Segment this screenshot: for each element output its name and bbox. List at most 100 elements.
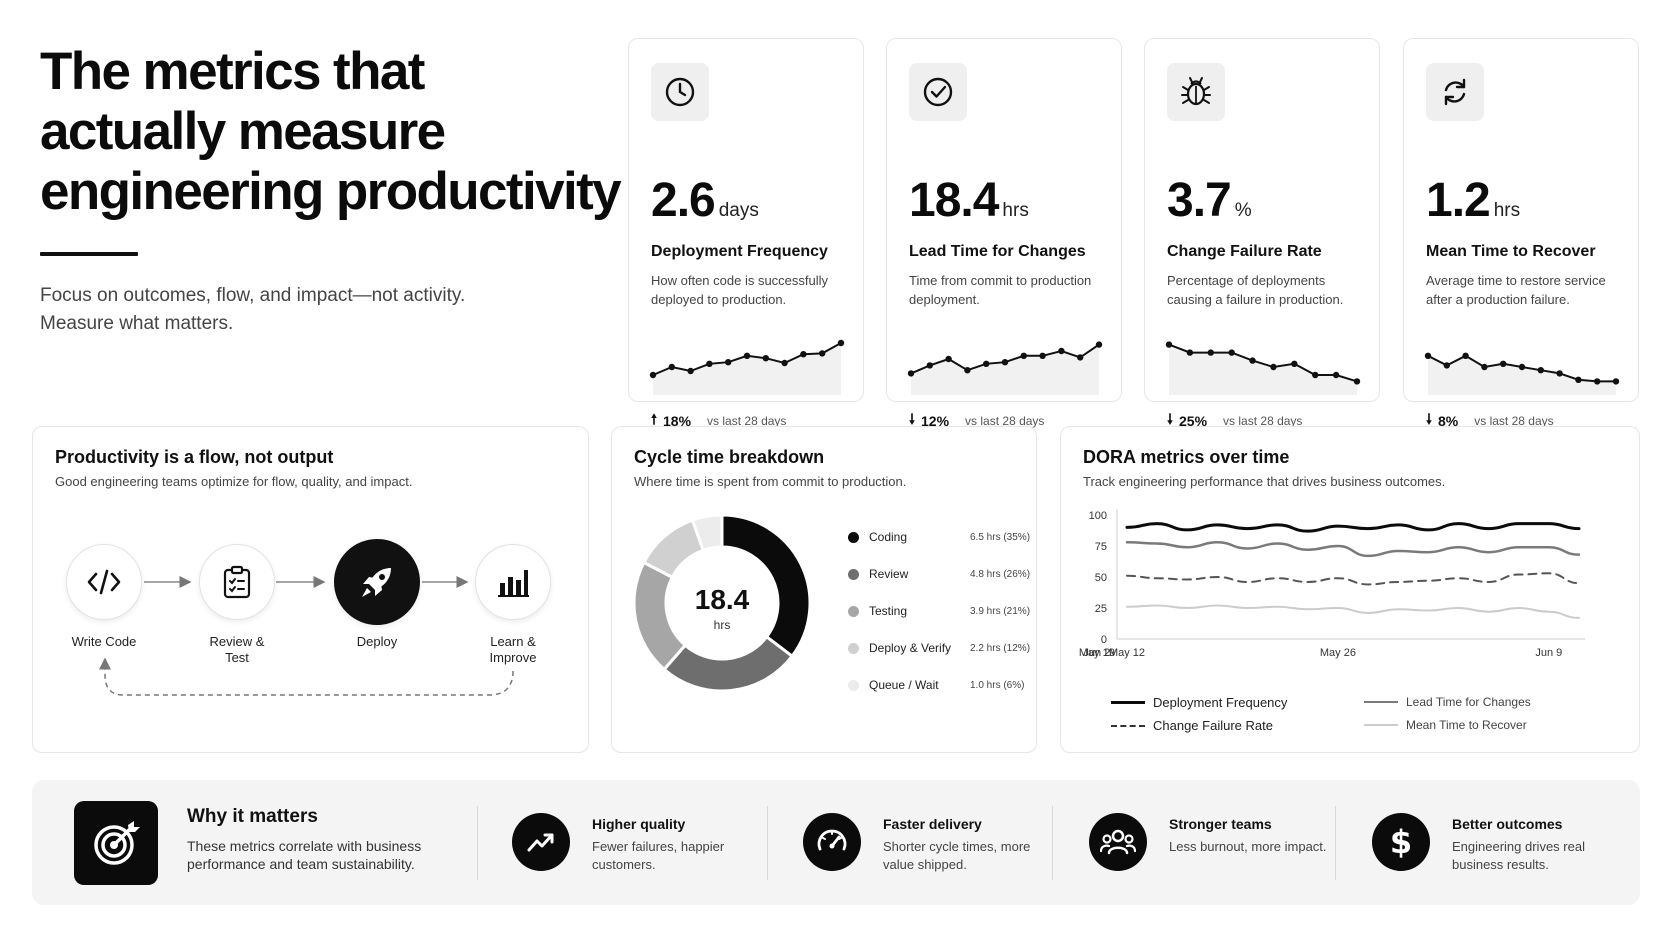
legend-value: 6.5 hrs (35%) bbox=[970, 531, 1031, 543]
sparkline-point bbox=[1020, 352, 1027, 359]
cycle-panel: Cycle time breakdown Where time is spent… bbox=[611, 426, 1037, 753]
legend-label: Review bbox=[869, 567, 909, 581]
target-icon bbox=[74, 801, 158, 885]
hero: The metrics that actually measure engine… bbox=[40, 42, 622, 338]
legend-label: Change Failure Rate bbox=[1153, 718, 1273, 733]
donut-segment bbox=[720, 513, 812, 659]
step-label: Review & Test bbox=[187, 634, 287, 666]
compare-label: vs last 28 days bbox=[707, 414, 787, 428]
metric-card-change-failure-rate[interactable]: 3.7% Change Failure Rate Percentage of d… bbox=[1144, 38, 1380, 429]
metric-description: Time from commit to production deploymen… bbox=[909, 273, 1092, 307]
metric-label: Change Failure Rate bbox=[1167, 243, 1322, 260]
sparkline-area bbox=[911, 344, 1099, 395]
sparkline-point bbox=[1594, 378, 1601, 385]
metric-change: 🠗 25% vs last 28 days bbox=[1167, 409, 1302, 433]
y-tick-label: 0 bbox=[1101, 634, 1107, 646]
sparkline-point bbox=[907, 370, 915, 377]
sparkline-point bbox=[1500, 360, 1507, 367]
speedometer-icon bbox=[803, 813, 861, 871]
divider bbox=[1052, 806, 1053, 880]
sparkline-point bbox=[781, 359, 788, 367]
dora-title: DORA metrics over time bbox=[1083, 447, 1290, 467]
step-label: Write Code bbox=[54, 634, 154, 650]
sparkline-point bbox=[1481, 363, 1488, 371]
legend-value: 4.8 hrs (26%) bbox=[970, 568, 1031, 580]
sparkline-point bbox=[649, 371, 657, 379]
title-line-1: The metrics that bbox=[40, 42, 425, 101]
metric-value: 2.6 bbox=[651, 174, 716, 227]
subtitle-line-1: Focus on outcomes, flow, and impact—not … bbox=[40, 285, 466, 306]
legend-line bbox=[1364, 724, 1398, 726]
legend-line bbox=[1111, 701, 1145, 704]
metric-value-row: 18.4 hrs bbox=[909, 173, 1029, 228]
series-line-deployment-frequency bbox=[1125, 522, 1581, 533]
arrow-down-icon: 🠗 bbox=[1426, 411, 1433, 427]
arrow-down-icon: 🠗 bbox=[909, 411, 916, 427]
series-line-change-failure-rate bbox=[1126, 572, 1580, 586]
benefit-description: Fewer failures, happier customers. bbox=[592, 839, 725, 872]
legend-label: Coding bbox=[869, 530, 908, 544]
why-description: These metrics correlate with business pe… bbox=[187, 838, 422, 872]
divider bbox=[1335, 806, 1336, 880]
benefit-description: Engineering drives real business results… bbox=[1452, 839, 1585, 872]
change-value: 25% bbox=[1179, 413, 1208, 429]
cycle-subtitle: Where time is spent from commit to produ… bbox=[634, 474, 907, 489]
metric-description: How often code is successfully deployed … bbox=[651, 273, 829, 307]
metric-card-mttr[interactable]: 1.2 hrs Mean Time to Recover Average time… bbox=[1403, 38, 1639, 429]
donut-center-value: 18.4 bbox=[694, 584, 750, 615]
sparkline-point bbox=[1207, 349, 1214, 356]
svg-text:$: $ bbox=[1390, 824, 1412, 860]
sparkline-point bbox=[1039, 352, 1046, 359]
metric-unit: % bbox=[1234, 200, 1252, 221]
legend-line bbox=[1364, 701, 1398, 703]
sparkline-line bbox=[1168, 343, 1358, 383]
step-label-line: Learn & bbox=[490, 634, 536, 649]
compare-label: vs last 28 days bbox=[1474, 414, 1554, 428]
dora-legend-item: Deployment Frequency bbox=[1111, 695, 1287, 710]
sparkline-point bbox=[1249, 357, 1256, 364]
step-label-line: Improve bbox=[489, 650, 537, 665]
page-title: The metrics that actually measure engine… bbox=[40, 42, 622, 222]
sparkline-point bbox=[1556, 370, 1563, 377]
arrow-down-icon: 🠗 bbox=[1167, 411, 1174, 427]
sparkline-point bbox=[1186, 349, 1194, 356]
page-subtitle: Focus on outcomes, flow, and impact—not … bbox=[40, 282, 560, 338]
metric-card-lead-time[interactable]: 18.4 hrs Lead Time for Changes Time from … bbox=[886, 38, 1122, 429]
metric-value: 1.2 bbox=[1426, 174, 1491, 227]
dora-subtitle: Track engineering performance that drive… bbox=[1083, 474, 1446, 489]
dora-legend-item: Mean Time to Recover bbox=[1364, 718, 1527, 732]
flow-subtitle: Good engineering teams optimize for flow… bbox=[55, 474, 413, 489]
sparkline-point bbox=[1443, 362, 1450, 369]
y-tick-label: 100 bbox=[1089, 510, 1107, 522]
metric-change: 🠗 12% vs last 28 days bbox=[909, 409, 1044, 433]
sparkline bbox=[649, 339, 845, 395]
sparkline-point bbox=[1228, 349, 1235, 356]
metric-label: Deployment Frequency bbox=[651, 243, 828, 260]
legend-value: 3.9 hrs (21%) bbox=[970, 605, 1031, 617]
sparkline-point bbox=[819, 350, 826, 357]
dora-legend-item: Change Failure Rate bbox=[1111, 718, 1273, 733]
cycle-title: Cycle time breakdown bbox=[634, 447, 825, 467]
sparkline-point bbox=[1462, 352, 1469, 359]
metric-card-deployment-frequency[interactable]: 2.6 days Deployment Frequency How often c… bbox=[628, 38, 864, 429]
compare-label: vs last 28 days bbox=[1223, 414, 1303, 428]
sparkline-point bbox=[1312, 371, 1319, 379]
code-icon bbox=[66, 544, 142, 620]
step-label-line: Test bbox=[225, 650, 249, 665]
legend-label: Lead Time for Changes bbox=[1406, 695, 1531, 709]
donut-chart bbox=[632, 513, 812, 693]
metric-value-row: 3.7% bbox=[1167, 173, 1252, 228]
sparkline-point bbox=[725, 359, 732, 366]
metric-value: 18.4 bbox=[909, 174, 999, 227]
sparkline-point bbox=[1001, 359, 1009, 366]
metric-change: 🠕 18% vs last 28 days bbox=[651, 409, 786, 433]
sparkline-point bbox=[1058, 347, 1065, 355]
sparkline-point bbox=[1518, 363, 1526, 371]
benefit-description: Less burnout, more impact. bbox=[1169, 839, 1327, 854]
legend-label: Deployment Frequency bbox=[1153, 695, 1288, 710]
metric-change: 🠗 8% vs last 28 days bbox=[1426, 409, 1554, 433]
flow-title: Productivity is a flow, not output bbox=[55, 447, 334, 467]
rocket-icon bbox=[334, 539, 420, 625]
sparkline-point bbox=[1353, 378, 1361, 385]
legend-value: 1.0 hrs (6%) bbox=[970, 679, 1025, 691]
